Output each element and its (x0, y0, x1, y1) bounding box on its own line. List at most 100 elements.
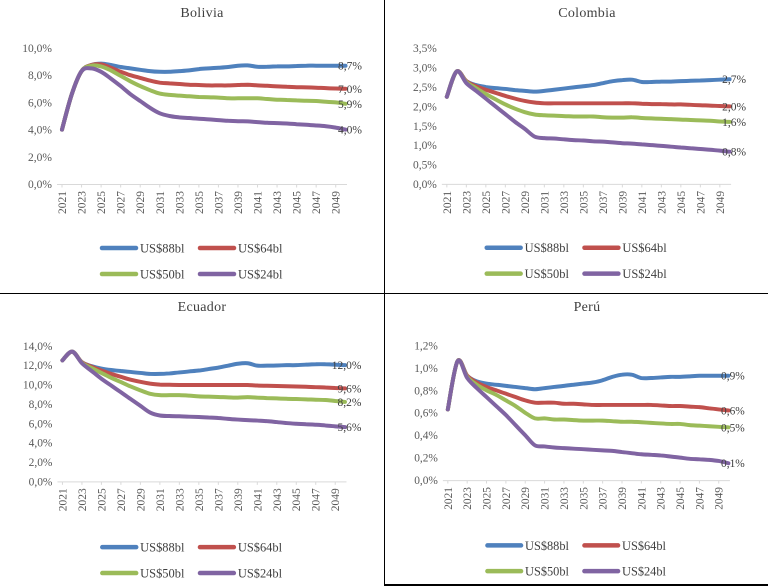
legend-label-us64bl: US$64bl (238, 242, 283, 256)
data-label-us88bl: 2,7% (722, 74, 746, 86)
x-tick-label: 2045 (676, 191, 688, 214)
x-tick-label: 2039 (617, 487, 629, 510)
y-tick-label: 3,5% (413, 43, 437, 55)
x-tick-label: 2037 (598, 487, 610, 510)
x-tick-label: 2033 (559, 487, 571, 510)
x-tick-label: 2049 (331, 191, 343, 214)
x-tick-label: 2035 (578, 191, 590, 214)
y-tick-label: 0,0% (414, 475, 438, 487)
chart-title: Perú (573, 300, 601, 315)
y-tick-label: 0,2% (414, 453, 438, 465)
chart-panel-colombia: Colombia 2021 2023 2025 2027 2029 2031 2033 203… (384, 0, 768, 293)
x-tick-label: 2035 (194, 488, 206, 511)
legend-label-us50bl: US$50bl (140, 567, 185, 581)
y-tick-label: 0,4% (414, 430, 438, 442)
chart-title: Bolivia (180, 6, 224, 21)
y-tick-label: 10,0% (23, 380, 53, 392)
y-tick-label: 8,0% (29, 399, 53, 411)
x-tick-label: 2047 (695, 191, 707, 214)
chart-panel-peru: Perú 2021 2023 2025 2027 2029 2031 2033 2035 203… (384, 293, 768, 586)
x-tick-label: 2041 (636, 487, 648, 510)
y-tick-label: 6,0% (29, 418, 53, 430)
y-tick-label: 2,0% (29, 457, 53, 469)
y-tick-label: 3,0% (413, 63, 437, 75)
data-label-us50bl: 5,9% (338, 99, 362, 111)
x-tick-label: 2027 (500, 191, 512, 214)
x-tick-label: 2033 (174, 488, 186, 511)
x-tick-label: 2025 (96, 191, 108, 214)
x-tick-label: 2043 (656, 487, 668, 510)
y-tick-label: 0,0% (29, 476, 53, 488)
x-tick-label: 2035 (194, 191, 206, 214)
x-tick-label: 2035 (578, 487, 590, 510)
x-tick-label: 2047 (694, 487, 706, 510)
x-tick-label: 2021 (57, 488, 69, 511)
legend-label-us88bl: US$88bl (525, 539, 570, 553)
series-line-us88bl (60, 61, 348, 132)
y-tick-label: 12,0% (23, 360, 53, 372)
x-tick-label: 2049 (330, 488, 342, 511)
x-tick-label: 2043 (272, 488, 284, 511)
y-tick-label: 10,0% (22, 43, 52, 55)
y-tick-label: 1,0% (413, 140, 437, 152)
x-tick-label: 2031 (155, 488, 167, 511)
x-tick-label: 2033 (559, 191, 571, 214)
x-tick-label: 2031 (540, 487, 552, 510)
y-tick-label: 6,0% (28, 97, 52, 109)
x-tick-label: 2023 (77, 488, 89, 511)
y-tick-label: 0,0% (28, 179, 52, 191)
series-line-us24bl (60, 66, 348, 132)
series-line-us64bl (60, 349, 347, 391)
x-tick-label: 2029 (135, 488, 147, 511)
series-line-us64bl (60, 62, 348, 132)
series-line-us50bl (445, 358, 731, 430)
data-label-us24bl: 5,6% (338, 422, 362, 434)
chart-panel-ecuador: Ecuador 2021 2023 2025 2027 2029 2031 2033 2035… (0, 293, 384, 586)
x-tick-label: 2047 (311, 191, 323, 214)
y-tick-label: 4,0% (28, 125, 52, 137)
y-tick-label: 8,0% (28, 70, 52, 82)
legend-label-us88bl: US$88bl (525, 241, 570, 255)
series-line-us88bl (60, 349, 347, 376)
chart-plot: 2021 2023 2025 2027 2029 2031 2033 2035 2037 2039… (22, 43, 362, 282)
legend-label-us24bl: US$24bl (238, 268, 283, 282)
series-line-us50bl (60, 63, 348, 132)
x-tick-label: 2041 (637, 191, 649, 214)
x-tick-label: 2043 (272, 191, 284, 214)
data-label-us24bl: 0,8% (722, 147, 746, 159)
legend-label-us50bl: US$50bl (525, 267, 570, 281)
y-tick-label: 2,5% (413, 82, 437, 94)
x-tick-label: 2043 (656, 191, 668, 214)
legend-label-us24bl: US$24bl (622, 267, 667, 281)
x-tick-label: 2027 (501, 487, 513, 510)
x-tick-label: 2041 (253, 191, 265, 214)
x-tick-label: 2023 (461, 191, 473, 214)
chart-panel-bolivia: Bolivia 2021 2023 2025 2027 2029 2031 2033 2035… (0, 0, 384, 293)
x-tick-label: 2039 (233, 488, 245, 511)
x-tick-label: 2023 (77, 191, 89, 214)
legend-label-us24bl: US$24bl (238, 567, 283, 581)
chart-plot: 2021 2023 2025 2027 2029 2031 2033 2035 2037 2039… (23, 341, 362, 581)
x-tick-label: 2037 (213, 191, 225, 214)
x-tick-label: 2041 (252, 488, 264, 511)
x-tick-label: 2027 (116, 191, 128, 214)
data-label-us64bl: 7,0% (338, 84, 362, 96)
legend-label-us88bl: US$88bl (140, 541, 185, 555)
x-tick-label: 2023 (462, 487, 474, 510)
legend-label-us50bl: US$50bl (140, 268, 185, 282)
x-tick-label: 2031 (155, 191, 167, 214)
legend-label-us88bl: US$88bl (140, 242, 185, 256)
data-label-us64bl: 0,6% (721, 405, 745, 417)
series-line-us88bl (445, 358, 731, 412)
data-label-us88bl: 12,0% (332, 360, 362, 372)
legend-label-us24bl: US$24bl (622, 565, 667, 579)
x-tick-label: 2031 (539, 191, 551, 214)
series-line-us50bl (60, 349, 347, 404)
series-line-us64bl (444, 69, 732, 109)
legend-label-us64bl: US$64bl (238, 541, 283, 555)
data-label-us64bl: 9,6% (338, 383, 362, 395)
y-tick-label: 1,2% (414, 340, 438, 352)
series-line-us88bl (444, 69, 732, 99)
series-line-us24bl (60, 349, 347, 430)
